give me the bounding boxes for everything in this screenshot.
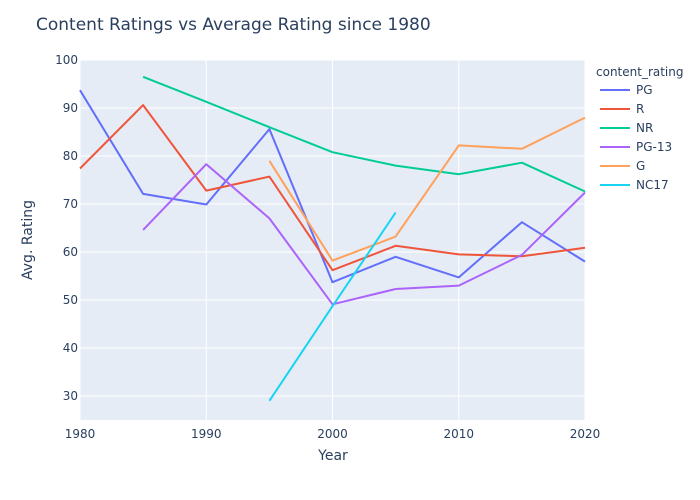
x-tick-label: 1990 [191,427,222,441]
legend-label: NC17 [636,178,669,192]
x-tick-label: 2010 [443,427,474,441]
y-axis-ticks: 30 40 50 60 70 80 90 100 [55,53,78,403]
series-line-nr [142,75,586,193]
x-tick-label: 2020 [570,427,601,441]
x-tick-label: 1980 [65,427,96,441]
y-axis-title: Avg. Rating [20,200,36,280]
legend-label: PG-13 [636,140,672,154]
series-line-g [268,116,586,262]
y-tick-label: 40 [63,341,78,355]
legend-item-pg-13[interactable]: PG-13 [600,140,672,154]
series-line-nc17 [268,212,397,402]
legend-item-g[interactable]: G [600,159,645,173]
legend-label: R [636,102,644,116]
y-tick-label: 30 [63,389,78,403]
series-lines [79,75,586,402]
series-line-pg [79,89,586,284]
legend-title: content_rating [596,65,684,79]
y-tick-label: 50 [63,293,78,307]
series-line-pg-13 [142,163,586,306]
y-tick-label: 60 [63,245,78,259]
legend-item-r[interactable]: R [600,102,644,116]
legend-item-nr[interactable]: NR [600,121,653,135]
legend-label: NR [636,121,653,135]
x-axis-title: Year [317,448,348,464]
x-tick-label: 2000 [317,427,348,441]
x-axis-ticks: 1980 1990 2000 2010 2020 [65,427,601,441]
gridlines [79,59,586,420]
legend-label: PG [636,83,653,97]
legend: content_rating PG R NR PG-13 G NC17 [596,65,684,192]
y-tick-label: 70 [63,197,78,211]
y-tick-label: 100 [55,53,78,67]
y-tick-label: 90 [63,101,78,115]
legend-item-pg[interactable]: PG [600,83,653,97]
y-tick-label: 80 [63,149,78,163]
legend-item-nc17[interactable]: NC17 [600,178,669,192]
legend-label: G [636,159,645,173]
chart-title: Content Ratings vs Average Rating since … [36,15,431,35]
series-line-r [79,104,586,272]
